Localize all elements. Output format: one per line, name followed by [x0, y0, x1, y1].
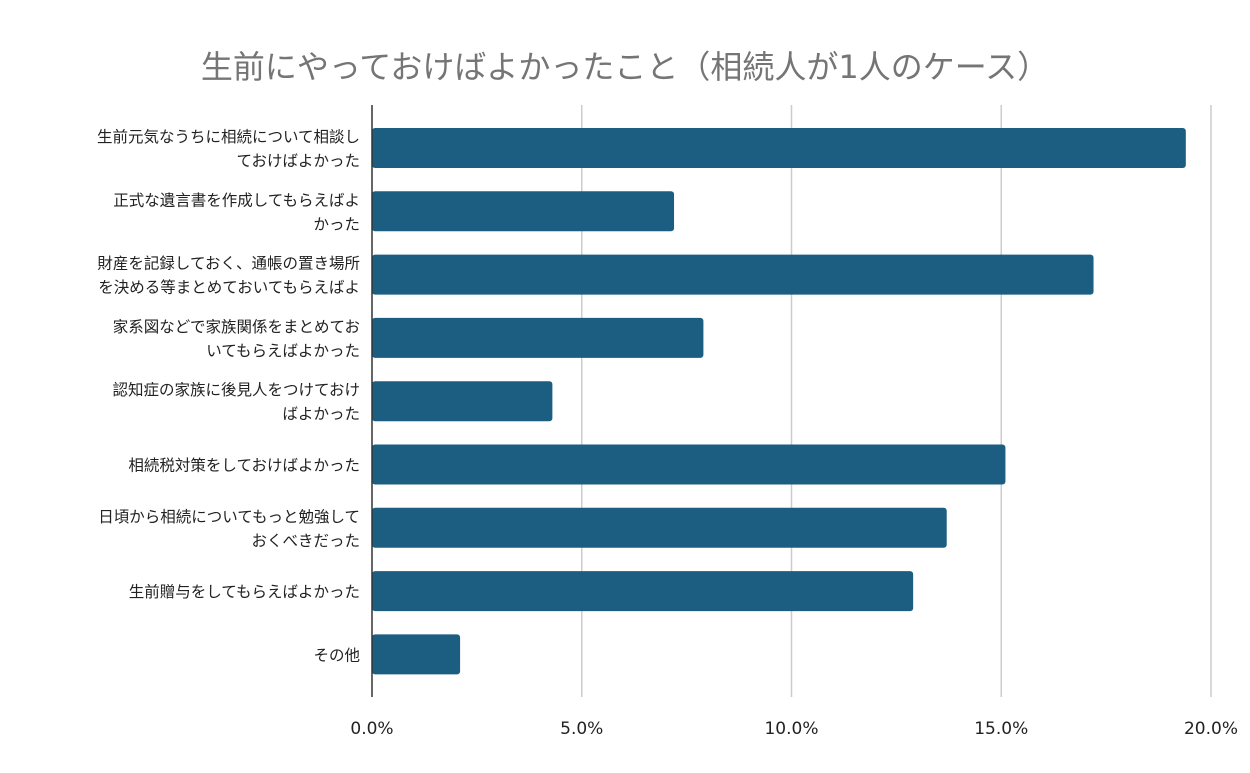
category-label: 生前元気なうちに相続について相談しておけばよかった	[97, 128, 360, 170]
bar	[372, 254, 1094, 295]
category-label-line: 認知症の家族に後見人をつけておけ	[112, 381, 360, 399]
category-label-line: を決める等まとめておいてもらえばよ	[98, 279, 360, 297]
chart-title: 生前にやっておけばよかったこと（相続人が1人のケース）	[201, 48, 1049, 86]
x-tick-label: 15.0%	[974, 719, 1028, 739]
category-label-line: 正式な遺言書を作成してもらえばよ	[113, 191, 360, 209]
category-label: その他	[313, 646, 360, 664]
bar	[372, 507, 947, 548]
category-label-line: ておけばよかった	[236, 152, 360, 170]
bar	[372, 634, 461, 675]
category-label: 財産を記録しておく、通帳の置き場所を決める等まとめておいてもらえばよ	[97, 255, 360, 297]
x-tick-label: 5.0%	[560, 719, 603, 739]
category-label-line: 家系図などで家族関係をまとめてお	[113, 318, 360, 336]
category-label-line: その他	[313, 646, 360, 664]
category-label: 認知症の家族に後見人をつけておけばよかった	[112, 381, 360, 423]
x-tick-label: 20.0%	[1184, 719, 1238, 739]
x-tick-label: 0.0%	[350, 719, 393, 739]
category-label: 生前贈与をしてもらえばよかった	[129, 583, 360, 601]
category-label-line: 生前元気なうちに相続について相談し	[97, 128, 360, 146]
category-label-line: おくべきだった	[251, 532, 360, 550]
category-label-line: ばよかった	[282, 405, 360, 423]
category-label: 日頃から相続についてもっと勉強しておくべきだった	[98, 508, 360, 550]
bar	[372, 317, 704, 358]
category-label-line: かった	[313, 215, 360, 233]
x-tick-label: 10.0%	[764, 719, 818, 739]
bar	[372, 444, 1006, 485]
category-label-line: 相続税対策をしておけばよかった	[128, 457, 360, 475]
category-label-line: 日頃から相続についてもっと勉強して	[98, 508, 360, 526]
category-label-line: 生前贈与をしてもらえばよかった	[129, 583, 360, 601]
category-label: 正式な遺言書を作成してもらえばよかった	[113, 191, 360, 233]
bar	[372, 191, 675, 232]
bar	[372, 571, 914, 612]
bar	[372, 128, 1186, 168]
category-label: 相続税対策をしておけばよかった	[128, 457, 360, 475]
category-label-line: 財産を記録しておく、通帳の置き場所	[97, 255, 360, 273]
category-label: 家系図などで家族関係をまとめておいてもらえばよかった	[113, 318, 360, 360]
category-label-line: いてもらえばよかった	[206, 342, 360, 360]
bar	[372, 381, 553, 422]
